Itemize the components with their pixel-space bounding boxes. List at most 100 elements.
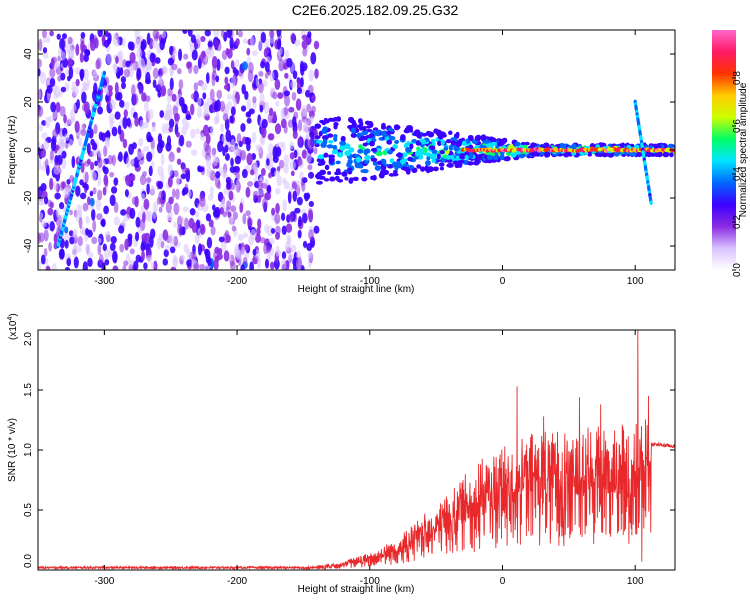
spectrogram-noise-blob: [113, 201, 119, 214]
spectrogram-tone-blob: [510, 151, 517, 158]
spectrogram-noise-blob: [104, 258, 110, 266]
spectrogram-noise-blob: [115, 37, 120, 48]
spectrogram-noise-blob: [160, 153, 165, 166]
spectrogram-noise-blob: [103, 174, 109, 186]
spectrogram-noise-blob: [223, 84, 231, 91]
spectrogram-noise-blob: [275, 245, 280, 257]
spectrogram-tone-blob: [587, 152, 593, 157]
spectrogram-noise-blob: [200, 35, 206, 43]
spectrogram-tone-blob: [479, 144, 484, 150]
spectrogram-tone-blob: [404, 127, 411, 131]
spectrogram-noise-blob: [148, 165, 153, 177]
spectrogram-noise-blob: [185, 170, 191, 183]
spectrogram-noise-blob: [213, 100, 219, 113]
spectrogram-tone-blob: [399, 159, 407, 164]
spectrogram-noise-blob: [193, 263, 200, 270]
spectrogram-noise-blob: [242, 213, 247, 225]
spectrogram-noise-blob: [272, 111, 277, 122]
spectrogram-noise-blob: [61, 51, 66, 61]
spectrogram-noise-blob: [162, 229, 169, 241]
spectrogram-tone-blob: [633, 144, 640, 150]
spectrogram-tone-blob: [425, 160, 431, 166]
spectrogram-noise-blob: [185, 140, 192, 148]
spectrogram-tone-blob: [353, 177, 359, 182]
spectrogram-tone-blob: [469, 152, 474, 159]
spectrogram-noise-blob: [314, 68, 319, 79]
spectrogram-noise-blob: [311, 105, 316, 114]
spectrogram-noise-blob: [171, 93, 177, 102]
spectrogram-noise-blob: [301, 105, 307, 117]
spectrogram-tone-blob: [418, 155, 424, 160]
spectrogram-noise-blob: [167, 163, 173, 177]
spectrogram-noise-blob: [158, 139, 165, 149]
spectrogram-noise-blob: [63, 233, 70, 240]
spectrogram-noise-blob: [297, 119, 303, 132]
spectrogram-noise-blob: [63, 186, 69, 199]
spectrogram-noise-blob: [254, 233, 262, 244]
spectrogram-noise-blob: [172, 49, 178, 57]
spectrogram-noise-blob: [111, 154, 117, 166]
spectrogram-tone-blob: [446, 154, 451, 160]
spectrogram-noise-blob: [281, 225, 287, 236]
spectrogram-noise-blob: [38, 38, 43, 52]
spectrogram-noise-blob: [126, 117, 131, 127]
spectrogram-tone-blob: [415, 150, 420, 157]
spectrogram-noise-blob: [222, 211, 228, 218]
spectrogram-noise-blob: [97, 30, 103, 38]
spectrogram-noise-blob: [40, 183, 47, 192]
spectrogram-noise-blob: [310, 52, 317, 65]
spectrogram-tone-blob: [315, 135, 321, 140]
spectrogram-noise-blob: [151, 39, 158, 49]
spectrogram-noise-blob: [76, 245, 82, 253]
spectrogram-noise-blob: [53, 233, 58, 244]
spectrogram-noise-blob: [182, 30, 188, 35]
spectrogram-noise-blob: [270, 246, 274, 257]
spectrogram-noise-blob: [296, 256, 303, 269]
spectrogram-noise-blob: [284, 241, 290, 251]
spectrogram-noise-blob: [225, 129, 232, 143]
spectrogram-noise-blob: [193, 82, 199, 92]
spectrogram-noise-blob: [210, 225, 216, 236]
spectrogram-noise-blob: [165, 142, 172, 152]
spectrogram-noise-blob: [90, 208, 96, 221]
spectrogram-tone-blob: [323, 178, 330, 182]
spectrogram-tone-blob: [429, 153, 437, 160]
spectrogram-x-ticks: -300 -200 -100 0 100: [94, 30, 644, 287]
spectrogram-noise-blob: [240, 264, 245, 270]
spectrogram-noise-blob: [127, 41, 133, 50]
spectrogram-noise-blob: [224, 76, 229, 85]
spectrogram-noise-blob: [238, 69, 244, 77]
spectrogram-noise-blob: [285, 223, 293, 233]
spectrogram-noise-blob: [288, 106, 295, 113]
spectrogram-tone-blob: [349, 177, 354, 181]
spectrogram-noise-blob: [92, 70, 98, 79]
spectrogram-noise-blob: [250, 35, 255, 48]
spectrogram-noise-blob: [204, 30, 211, 37]
spectrogram-noise-blob: [230, 60, 235, 70]
spectrogram-noise-blob: [43, 140, 50, 151]
spectrogram-noise-blob: [59, 38, 65, 51]
spectrogram-noise-blob: [68, 117, 74, 126]
spectrogram-tone-blob: [394, 165, 399, 171]
spectrogram-tone-blob: [496, 141, 502, 146]
spectrogram-noise-blob: [104, 137, 111, 149]
spectrogram-noise-blob: [209, 88, 215, 101]
spectrogram-noise-blob: [69, 209, 73, 216]
spectrogram-noise-blob: [102, 186, 107, 196]
spectrogram-noise-blob: [187, 61, 193, 74]
spectrogram-noise-blob: [172, 105, 179, 117]
spectrogram-noise-blob: [260, 237, 266, 244]
spectrogram-noise-blob: [126, 156, 131, 169]
spectrogram-noise-blob: [68, 230, 74, 237]
spectrogram-tone-blob: [332, 144, 338, 151]
spectrogram-tone-blob: [370, 147, 378, 152]
spectrogram-tone-blob: [354, 162, 361, 169]
spectrogram-noise-blob: [259, 92, 265, 105]
spectrogram-noise-blob: [257, 188, 264, 196]
spectrogram-noise-blob: [167, 57, 174, 66]
spectrogram-noise-blob: [258, 82, 264, 94]
spectrogram-noise-blob: [130, 173, 136, 182]
spectrogram-noise-blob: [118, 151, 123, 162]
spectrogram-tone-blob: [328, 139, 334, 144]
spectrogram-noise-blob: [204, 144, 212, 156]
